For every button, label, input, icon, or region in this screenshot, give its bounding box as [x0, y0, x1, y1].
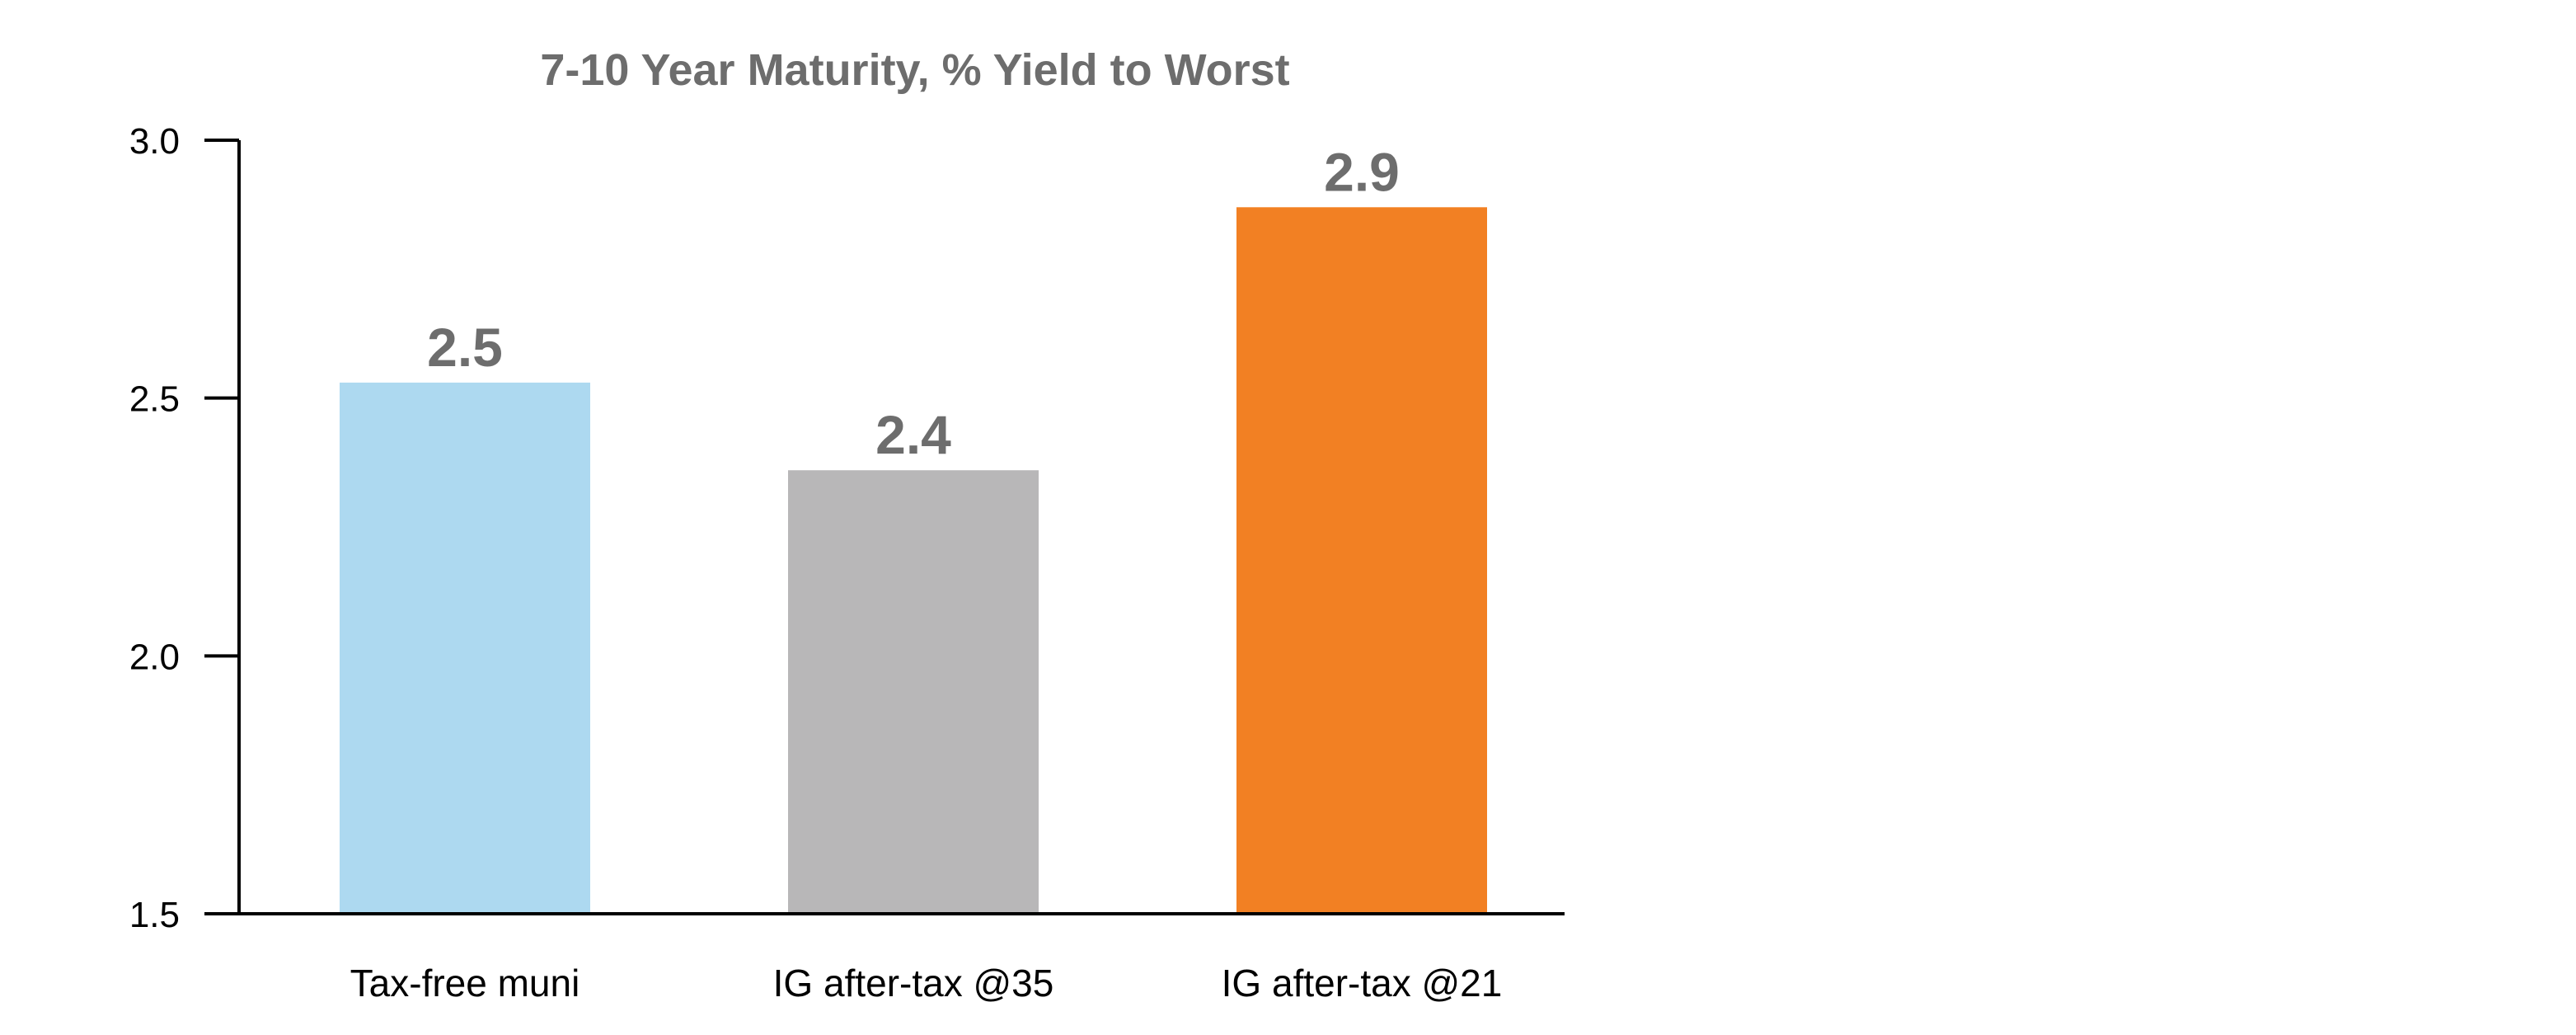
x-axis: Tax-free muni IG after-tax @35 IG after-ta… — [239, 912, 1565, 1004]
y-tick-label-4: 3.0 — [129, 121, 180, 162]
bar-1 — [340, 382, 590, 914]
category-label-1: Tax-free muni — [350, 962, 580, 1004]
y-tick-label-1: 1.5 — [129, 895, 180, 935]
category-label-3: IG after-tax @21 — [1222, 962, 1503, 1004]
data-label-3: 2.9 — [1324, 141, 1400, 202]
chart-title: 7-10 Year Maturity, % Yield to Worst — [540, 45, 1289, 95]
data-labels-layer: 2.5 2.4 2.9 — [427, 141, 1400, 465]
y-tick-label-3: 2.5 — [129, 379, 180, 420]
bar-3 — [1236, 207, 1487, 914]
data-label-1: 2.5 — [427, 317, 503, 378]
bar-2 — [788, 470, 1039, 914]
y-tick-label-2: 2.0 — [129, 637, 180, 677]
category-label-2: IG after-tax @35 — [773, 962, 1054, 1004]
bars-layer — [340, 207, 1487, 914]
y-axis: 1.5 2.0 2.5 3.0 — [129, 121, 241, 935]
data-label-2: 2.4 — [875, 404, 951, 465]
